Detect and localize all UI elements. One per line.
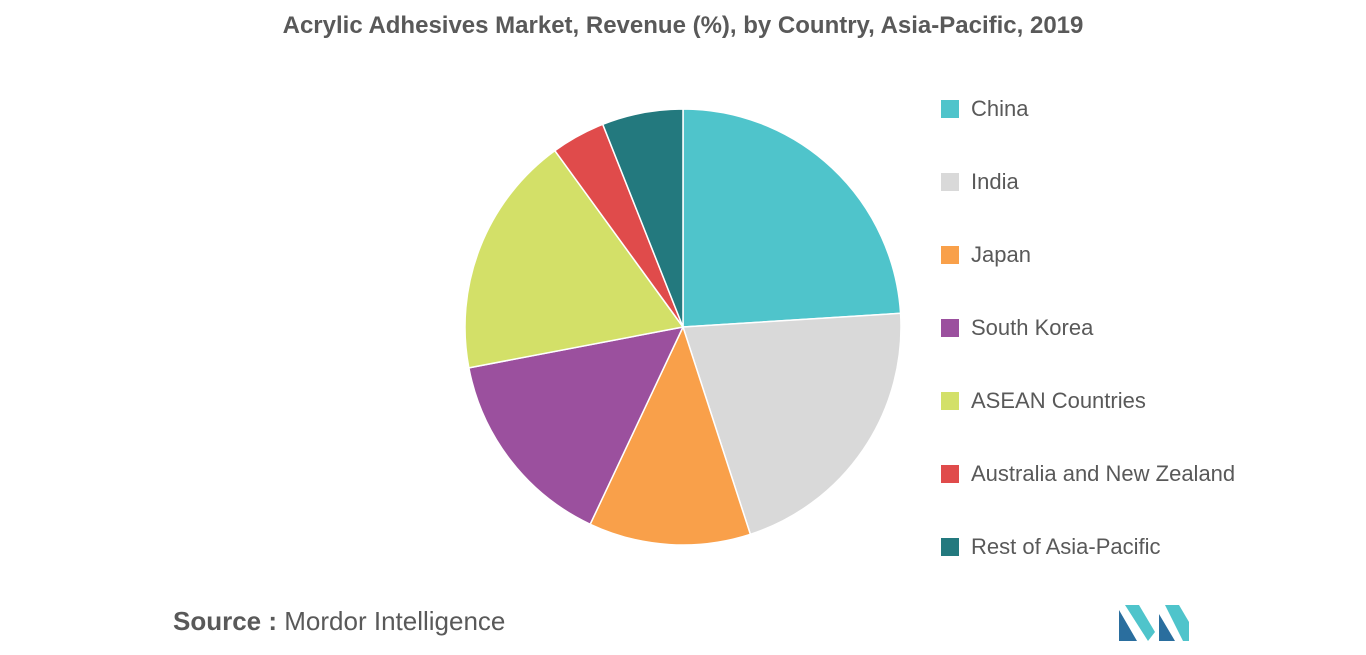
legend-label: Australia and New Zealand — [971, 461, 1236, 486]
source-note: Source : Mordor Intelligence — [173, 606, 505, 637]
legend-item-india: India — [941, 167, 1235, 197]
source-label: Source : — [173, 606, 278, 636]
legend-swatch — [941, 100, 959, 118]
mordor-intelligence-logo-icon — [1119, 605, 1189, 641]
chart-title: Acrylic Adhesives Market, Revenue (%), b… — [282, 12, 1084, 39]
legend-swatch — [941, 173, 959, 191]
legend-label: ASEAN Countries — [971, 388, 1146, 413]
source-text: Mordor Intelligence — [284, 606, 506, 636]
pie-slice-china — [682, 108, 902, 328]
legend-label: South Korea — [971, 315, 1094, 340]
pie-slice-south-korea — [467, 325, 685, 526]
legend-label: India — [971, 169, 1019, 194]
legend-swatch — [941, 246, 959, 264]
legend: China India Japan South Korea ASEAN Countrie… — [941, 94, 1235, 605]
legend-item-japan: Japan — [941, 240, 1235, 270]
legend-item-rest-of-asia-pacific: Rest of Asia-Pacific — [941, 532, 1235, 562]
legend-item-australia-and-new-zealand: Australia and New Zealand — [941, 459, 1235, 489]
legend-item-asean-countries: ASEAN Countries — [941, 386, 1235, 416]
legend-swatch — [941, 392, 959, 410]
legend-label: China — [971, 96, 1029, 121]
legend-swatch — [941, 538, 959, 556]
legend-item-south-korea: South Korea — [941, 313, 1235, 343]
legend-swatch — [941, 319, 959, 337]
pie-slice-india — [681, 312, 902, 536]
legend-label: Rest of Asia-Pacific — [971, 534, 1161, 559]
pie-slice-asean-countries — [464, 149, 685, 369]
pie-slice-japan — [589, 324, 752, 546]
legend-swatch — [941, 465, 959, 483]
pie-slice-rest-of-asia-pacific — [601, 108, 684, 328]
legend-item-china: China — [941, 94, 1235, 124]
legend-label: Japan — [971, 242, 1031, 267]
